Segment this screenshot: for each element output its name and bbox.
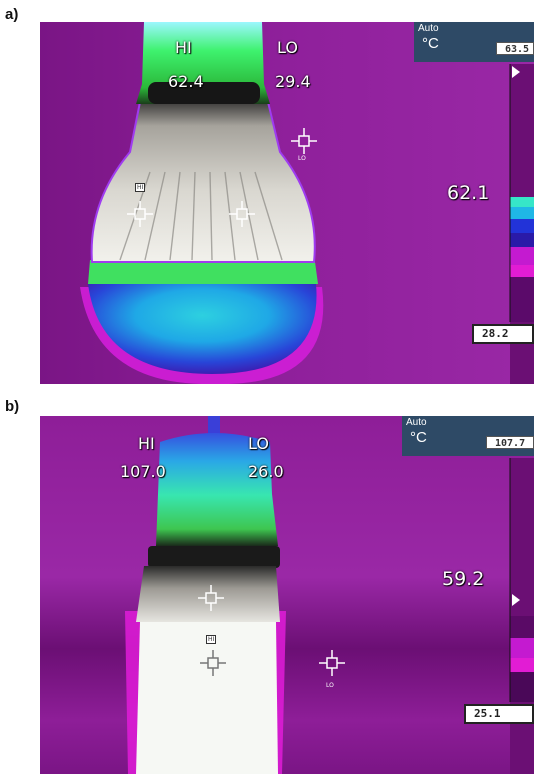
unit-label-b: °C: [410, 429, 427, 446]
unit-label-a: °C: [422, 35, 439, 52]
panel-a-letter: a): [5, 6, 19, 23]
hi-label-b: HI: [138, 434, 155, 453]
crosshair-icon: [127, 201, 153, 227]
marker-hi-label-b: HI: [206, 635, 217, 644]
center-temp-a: 62.1: [447, 182, 490, 204]
scale-max-a: 63.5: [496, 42, 534, 55]
lo-value-b: 26.0: [248, 462, 284, 481]
scale-min-a: 28.2: [472, 324, 534, 344]
marker-lo-label-a: LO: [298, 155, 306, 162]
lo-value-a: 29.4: [275, 72, 311, 91]
scale-min-b: 25.1: [464, 704, 534, 724]
lo-label-a: LO: [277, 38, 298, 57]
auto-label-a: Auto: [418, 23, 439, 34]
hi-value-a: 62.4: [168, 72, 204, 91]
crosshair-icon: [200, 650, 226, 676]
crosshair-icon: [198, 585, 224, 611]
center-temp-b: 59.2: [442, 568, 485, 590]
scale-max-b: 107.7: [486, 436, 534, 449]
crosshair-icon: [229, 201, 255, 227]
marker-hi-label-a: HI: [135, 183, 146, 192]
auto-label-b: Auto: [406, 417, 427, 428]
thermal-image-a: HI 62.4 LO 29.4 62.1 Auto °C 63.5 28.2 H…: [40, 22, 534, 384]
thermal-scene-b: [40, 416, 534, 774]
thermal-image-b: HI 107.0 LO 26.0 59.2 Auto °C 107.7 25.1…: [40, 416, 534, 774]
lo-label-b: LO: [248, 434, 269, 453]
crosshair-icon: [291, 128, 317, 154]
marker-lo-label-b: LO: [326, 682, 334, 689]
hi-label-a: HI: [175, 38, 192, 57]
panel-b-letter: b): [5, 398, 20, 415]
crosshair-icon: [319, 650, 345, 676]
hi-value-b: 107.0: [120, 462, 166, 481]
